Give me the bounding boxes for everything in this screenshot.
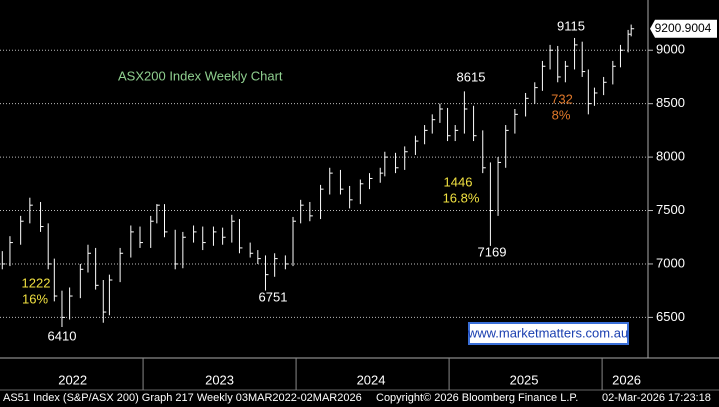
last-price-box [650,19,717,38]
annotation: 16.8% [443,190,480,205]
annotation: 6410 [48,328,77,343]
x-tick-label: 2023 [205,372,234,387]
x-tick-label: 2024 [357,372,386,387]
annotation: 9115 [557,18,585,33]
annotation: 16% [22,291,48,306]
y-tick-label: 7000 [656,255,685,270]
footer-text: Copyright© 2026 Bloomberg Finance L.P. [376,392,578,404]
annotation: 1222 [22,275,51,290]
watermark-box [468,322,629,345]
watermark: www.marketmatters.com.au [467,325,628,340]
y-tick-label: 8000 [656,149,685,164]
annotation: 8% [552,107,571,122]
x-tick-label: 2026 [612,372,641,387]
annotation: 8615 [457,69,486,84]
annotation: 732 [551,91,573,106]
y-tick-label: 7500 [656,202,685,217]
footer-text: AS51 Index (S&P/ASX 200) Graph 217 Weekl… [3,392,362,404]
chart-title: ASX200 Index Weekly Chart [118,68,283,83]
annotation: 1446 [444,174,473,189]
annotation: 6751 [259,289,288,304]
x-tick-label: 2025 [510,372,539,387]
x-tick-label: 2022 [58,372,87,387]
y-tick-label: 6500 [656,309,685,324]
annotation: 7169 [478,244,507,259]
y-tick-label: 9000 [656,42,685,57]
footer-text: 02-Mar-2026 17:23:18 [602,392,711,404]
last-price-label: 9200.9004 [655,21,712,35]
y-tick-label: 8500 [656,95,685,110]
